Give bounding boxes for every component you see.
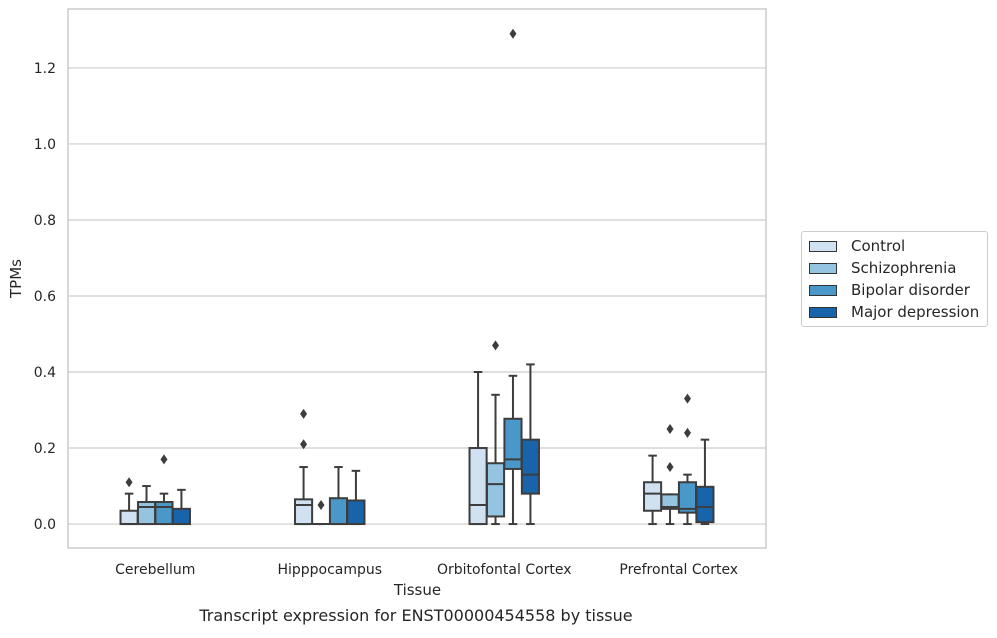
box-bipolar-disorder-orbitofontal-cortex — [503, 417, 523, 470]
plot-frame — [67, 8, 767, 549]
x-tick-label: Prefrontal Cortex — [619, 562, 738, 578]
legend-label-bipolar-disorder: Bipolar disorder — [851, 281, 970, 299]
legend-item-major-depression: Major depression — [809, 303, 979, 321]
outlier-bipolar-disorder-prefrontal-cortex — [683, 427, 691, 438]
outlier-control-hipppocampus — [300, 408, 308, 419]
legend-label-schizophrenia: Schizophrenia — [851, 259, 957, 277]
box-control-cerebellum — [119, 509, 139, 526]
outlier-control-cerebellum — [125, 477, 133, 488]
box-schizophrenia-cerebellum — [136, 501, 157, 526]
box-bipolar-disorder-cerebellum — [154, 501, 174, 526]
legend-label-control: Control — [851, 237, 906, 255]
outlier-schizophrenia-prefrontal-cortex — [666, 424, 674, 435]
box-major-depression-cerebellum — [171, 507, 191, 526]
box-major-depression-hipppocampus — [346, 499, 366, 526]
legend-swatch-bipolar-disorder — [809, 284, 837, 296]
box-major-depression-prefrontal-cortex — [695, 485, 715, 524]
outlier-bipolar-disorder-orbitofontal-cortex — [509, 28, 517, 39]
legend-swatch-schizophrenia — [809, 262, 837, 274]
legend-label-major-depression: Major depression — [851, 303, 980, 321]
outlier-schizophrenia-hipppocampus — [317, 500, 325, 511]
y-tick-label: 0.6 — [34, 289, 56, 305]
x-tick-label: Orbitofontal Cortex — [437, 562, 572, 578]
x-axis-label: Tissue — [393, 581, 441, 599]
box-control-prefrontal-cortex — [643, 481, 663, 512]
legend-item-bipolar-disorder: Bipolar disorder — [809, 281, 970, 299]
y-tick-label: 0.0 — [34, 517, 56, 533]
legend-item-control: Control — [809, 237, 905, 255]
box-schizophrenia-orbitofontal-cortex — [485, 462, 506, 518]
x-tick-label: Cerebellum — [115, 562, 195, 578]
x-tick-label: Hipppocampus — [277, 562, 382, 578]
legend-swatch-control — [809, 240, 837, 252]
legend-item-schizophrenia: Schizophrenia — [809, 259, 956, 277]
box-control-orbitofontal-cortex — [468, 447, 488, 526]
box-bipolar-disorder-hipppocampus — [328, 497, 349, 526]
y-tick-label: 1.0 — [34, 137, 56, 153]
outlier-control-hipppocampus — [300, 439, 308, 450]
y-tick-label: 1.2 — [34, 61, 56, 77]
box-control-hipppocampus — [294, 498, 314, 526]
outlier-schizophrenia-prefrontal-cortex — [666, 462, 674, 473]
y-tick-label: 0.8 — [34, 213, 56, 229]
y-axis-label: TPMs — [7, 259, 25, 299]
outlier-bipolar-disorder-prefrontal-cortex — [683, 393, 691, 404]
y-tick-label: 0.2 — [34, 441, 56, 457]
outlier-schizophrenia-orbitofontal-cortex — [492, 340, 500, 351]
box-major-depression-orbitofontal-cortex — [520, 438, 540, 495]
y-tick-label: 0.4 — [34, 365, 56, 381]
legend-swatch-major-depression — [809, 306, 837, 318]
plot-area — [68, 9, 766, 548]
chart-caption: Transcript expression for ENST0000045455… — [199, 606, 633, 625]
outlier-bipolar-disorder-cerebellum — [160, 454, 168, 465]
legend: Control Schizophrenia Bipolar disorder M… — [801, 231, 988, 327]
